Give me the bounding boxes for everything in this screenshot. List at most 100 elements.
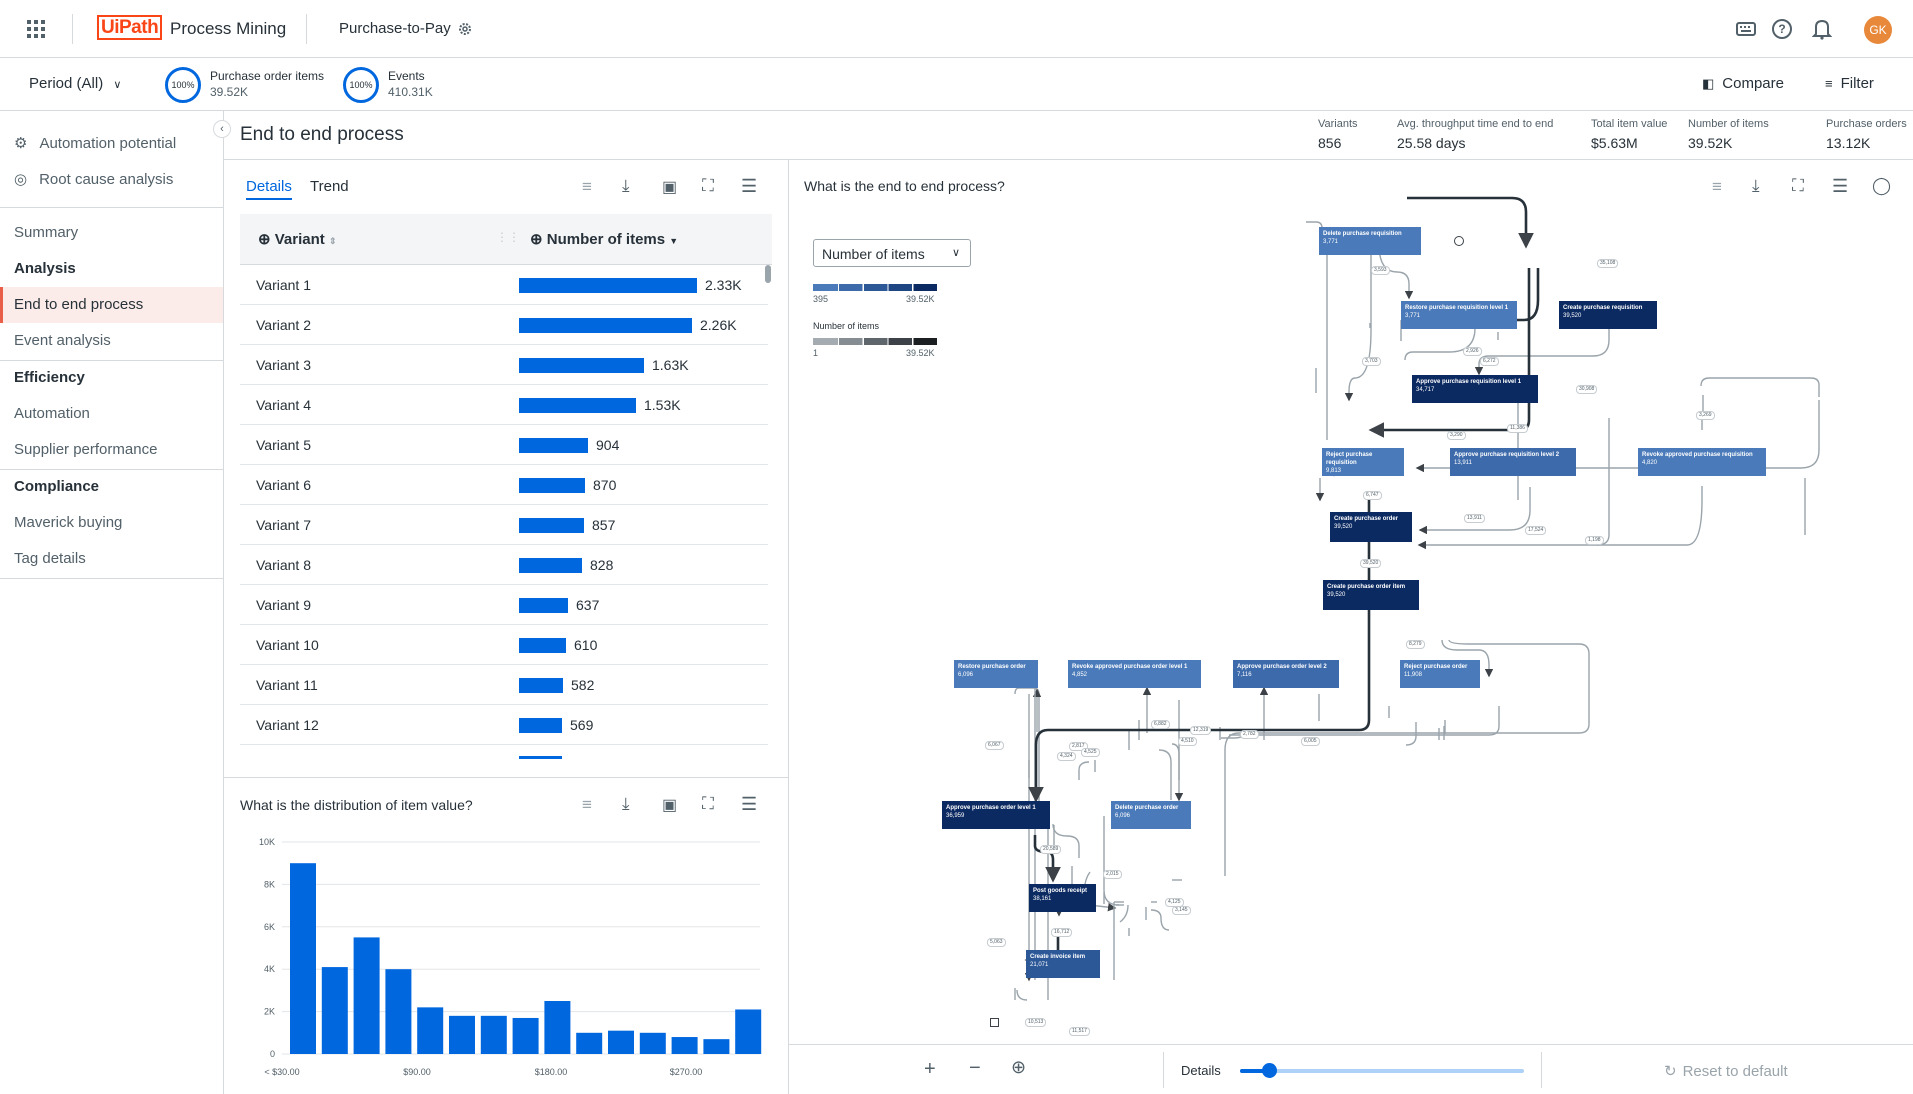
metric-dropdown[interactable]: Number of items ∨	[813, 239, 971, 267]
sidebar-item-automation-potential[interactable]: ⚙ Automation potential	[0, 126, 223, 162]
table-row[interactable]: Variant 9 637	[240, 585, 768, 625]
app-launcher-icon[interactable]	[26, 19, 46, 39]
sidebar-item-automation[interactable]: Automation	[14, 405, 90, 422]
process-node[interactable]: Restore purchase requisition level 1 3,77…	[1401, 301, 1517, 329]
table-row[interactable]: Variant 2 2.26K	[240, 305, 768, 345]
sidebar-item-supplier-performance[interactable]: Supplier performance	[14, 441, 158, 458]
table-row[interactable]: Variant 8 828	[240, 545, 768, 585]
distribution-bar[interactable]	[512, 1017, 539, 1054]
fullscreen-icon[interactable]: ⛶	[702, 794, 714, 813]
sidebar-item-maverick-buying[interactable]: Maverick buying	[14, 514, 123, 531]
distribution-bar[interactable]	[735, 1009, 762, 1054]
filter-lines-icon[interactable]: ≡	[1712, 177, 1722, 196]
process-node[interactable]: Create purchase order 39,520	[1330, 512, 1412, 542]
table-row[interactable]: Variant 3 1.63K	[240, 345, 768, 385]
process-node[interactable]: Delete purchase order 6,096	[1111, 801, 1191, 829]
app-name[interactable]: Purchase-to-Pay	[339, 20, 451, 37]
distribution-bar[interactable]	[449, 1015, 475, 1054]
node-count: 3,771	[1323, 239, 1339, 245]
compare-button[interactable]: ◧ Compare	[1702, 75, 1784, 92]
process-node[interactable]: Post goods receipt 38,161	[1029, 884, 1096, 912]
edge-label: 4,525	[1081, 748, 1100, 757]
filter-lines-icon[interactable]: ≡	[582, 177, 592, 196]
menu-lines-icon[interactable]: ☰	[741, 794, 758, 814]
menu-lines-icon[interactable]: ☰	[741, 176, 758, 196]
notifications-bell-icon[interactable]	[1812, 18, 1832, 40]
process-node[interactable]: Create invoice item 21,071	[1026, 950, 1100, 978]
save-icon[interactable]: ▣	[662, 797, 678, 814]
recenter-icon[interactable]: ⊕	[1011, 1057, 1027, 1077]
uipath-logo[interactable]: UiPath	[97, 15, 163, 41]
process-node[interactable]: Revoke approved purchase requisition 4,82…	[1638, 448, 1766, 476]
distribution-bar[interactable]	[290, 863, 316, 1054]
x-tick-label: $90.00	[403, 1067, 431, 1077]
help-icon[interactable]: ?	[1771, 18, 1793, 40]
distribution-bar[interactable]	[576, 1032, 603, 1054]
process-node[interactable]: Approve purchase order level 1 36,959	[942, 801, 1050, 829]
download-icon[interactable]: ⤓	[1752, 176, 1760, 195]
table-scrollbar[interactable]	[765, 265, 771, 283]
tab-details[interactable]: Details	[246, 178, 292, 200]
process-node[interactable]: Approve purchase requisition level 1 34,7…	[1412, 375, 1538, 403]
table-row[interactable]: Variant 11 582	[240, 665, 768, 705]
sidebar-item-event-analysis[interactable]: Event analysis	[14, 332, 111, 349]
user-avatar[interactable]: GK	[1864, 16, 1892, 44]
process-node[interactable]: Create purchase order item 39,520	[1323, 580, 1419, 610]
lightbulb-icon[interactable]: ◯	[1872, 176, 1892, 195]
keyboard-icon[interactable]	[1735, 19, 1757, 39]
details-slider-track[interactable]	[1240, 1069, 1524, 1073]
process-node[interactable]: Approve purchase requisition level 2 13,9…	[1450, 448, 1576, 476]
process-node[interactable]: Create purchase requisition 39,520	[1559, 301, 1657, 329]
period-selector[interactable]: Period (All) ∨	[29, 75, 121, 92]
variant-column-header[interactable]: ⊕ Variant ⇕	[258, 230, 337, 248]
table-row[interactable]: Variant 4 1.53K	[240, 385, 768, 425]
distribution-bar[interactable]	[608, 1030, 634, 1054]
edge-label: 6,005	[1301, 737, 1320, 746]
table-row[interactable]: Variant 6 870	[240, 465, 768, 505]
download-icon[interactable]: ⤓	[622, 794, 630, 813]
fullscreen-icon[interactable]: ⛶	[702, 176, 714, 195]
menu-lines-icon[interactable]: ☰	[1832, 176, 1849, 196]
sidebar-item-root-cause[interactable]: ◎ Root cause analysis	[0, 162, 223, 198]
fullscreen-icon[interactable]: ⛶	[1792, 176, 1804, 195]
tab-trend[interactable]: Trend	[310, 178, 349, 195]
zoom-out-button[interactable]: −	[969, 1057, 981, 1079]
zoom-in-button[interactable]: +	[924, 1058, 936, 1080]
process-node[interactable]: Delete purchase requisition 3,771	[1319, 227, 1421, 255]
distribution-bar[interactable]	[417, 1007, 444, 1054]
legend2-min: 1	[813, 348, 819, 358]
process-node[interactable]: Reject purchase requisition 9,813	[1322, 448, 1404, 476]
distribution-bar[interactable]	[639, 1032, 666, 1054]
items-bar	[519, 278, 697, 293]
distribution-bar[interactable]	[544, 1001, 571, 1054]
table-row[interactable]: Variant 12 569	[240, 705, 768, 745]
table-row[interactable]: Variant 10 610	[240, 625, 768, 665]
distribution-bar[interactable]	[703, 1039, 730, 1054]
process-node[interactable]: Reject purchase order 11,908	[1400, 660, 1480, 688]
distribution-bar[interactable]	[480, 1015, 507, 1054]
save-icon[interactable]: ▣	[662, 179, 678, 196]
table-row[interactable]: Variant 7 857	[240, 505, 768, 545]
process-node[interactable]: Restore purchase order 6,096	[954, 660, 1038, 688]
sort-desc-icon: ▼	[669, 236, 679, 246]
process-node[interactable]: Approve purchase order level 2 7,116	[1233, 660, 1339, 688]
distribution-bar[interactable]	[385, 969, 412, 1054]
table-row[interactable]: Variant 1 2.33K	[240, 265, 768, 305]
reset-button[interactable]: ↻ Reset to default	[1664, 1062, 1788, 1080]
distribution-bar[interactable]	[353, 937, 380, 1054]
process-node[interactable]: Revoke approved purchase order level 1 4,…	[1068, 660, 1201, 688]
collapse-sidebar-button[interactable]: ‹	[213, 120, 231, 138]
column-drag-handle[interactable]: ⋮⋮	[496, 230, 520, 244]
sidebar-item-end-to-end[interactable]: End to end process	[0, 287, 223, 323]
details-slider-handle[interactable]	[1262, 1063, 1277, 1078]
distribution-bar[interactable]	[671, 1037, 698, 1054]
distribution-bar[interactable]	[321, 967, 348, 1054]
filter-lines-icon[interactable]: ≡	[582, 795, 592, 814]
sidebar-item-tag-details[interactable]: Tag details	[14, 550, 86, 567]
table-row[interactable]: Variant 5 904	[240, 425, 768, 465]
download-icon[interactable]: ⤓	[622, 176, 630, 195]
filter-button[interactable]: ≡ Filter	[1825, 75, 1874, 92]
items-column-header[interactable]: ⊕ Number of items ▼	[530, 230, 678, 248]
settings-gear-icon[interactable]	[457, 21, 473, 37]
sidebar-item-summary[interactable]: Summary	[14, 224, 79, 241]
